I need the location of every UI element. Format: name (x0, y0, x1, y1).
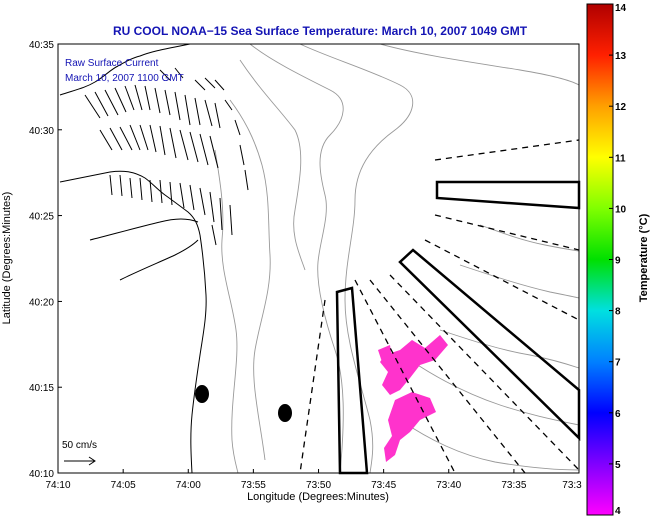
colorbar (586, 3, 614, 516)
y-tick-label: 40:30 (29, 126, 54, 137)
colorbar-label: Temperature (°C) (638, 213, 650, 302)
x-tick-label: 74:10 (45, 480, 70, 491)
marker-oval-1 (195, 385, 209, 403)
x-tick-label: 73:35 (501, 480, 526, 491)
y-tick-label: 40:35 (29, 40, 54, 51)
colorbar-tick-label: 9 (615, 256, 621, 267)
colorbar-tick-label: 13 (615, 51, 627, 62)
sst-patch (378, 335, 448, 462)
annotation-timestamp: March 10, 2007 1100 GMT (65, 73, 184, 84)
scale-arrow (64, 456, 96, 466)
x-tick-label: 73:50 (306, 480, 331, 491)
y-tick-label: 40:10 (29, 469, 54, 480)
x-axis-ticks: 74:10 74:05 74:00 73:55 73:50 73:45 73:40 73:35… (45, 469, 582, 491)
colorbar-tick-label: 5 (615, 460, 621, 471)
colorbar-ticks: 4 5 6 7 8 9 10 11 12 13 14 (609, 3, 627, 517)
annotation-raw-current: Raw Surface Current (65, 58, 159, 69)
x-tick-label: 73:40 (436, 480, 461, 491)
y-tick-label: 40:25 (29, 212, 54, 223)
plot-area: Raw Surface Current March 10, 2007 1100 … (57, 43, 581, 475)
y-axis-ticks: 40:10 40:15 40:20 40:25 40:30 40:35 (29, 40, 62, 480)
y-axis-label: Latitude (Degrees:Minutes) (1, 192, 13, 325)
colorbar-tick-label: 6 (615, 409, 621, 420)
colorbar-tick-label: 8 (615, 307, 621, 318)
bathymetry-contours (214, 43, 580, 474)
colorbar-tick-label: 14 (615, 3, 627, 14)
x-tick-label: 73:3 (562, 480, 582, 491)
current-vectors (84, 67, 249, 246)
marker-oval-2 (278, 404, 292, 422)
y-tick-label: 40:15 (29, 383, 54, 394)
colorbar-tick-label: 7 (615, 358, 621, 369)
colorbar-tick-label: 10 (615, 204, 627, 215)
y-tick-label: 40:20 (29, 297, 54, 308)
colorbar-tick-label: 4 (615, 506, 621, 517)
scale-label: 50 cm/s (62, 440, 97, 451)
x-axis-label: Longitude (Degrees:Minutes) (247, 491, 389, 503)
x-tick-label: 73:55 (241, 480, 266, 491)
coastline (59, 43, 207, 474)
chart-title: RU COOL NOAA−15 Sea Surface Temperature:… (113, 24, 528, 38)
colorbar-tick-label: 12 (615, 102, 627, 113)
colorbar-tick-label: 11 (615, 153, 626, 164)
x-tick-label: 73:45 (371, 480, 396, 491)
x-tick-label: 74:05 (111, 480, 136, 491)
x-tick-label: 74:00 (176, 480, 201, 491)
sampling-sectors (299, 139, 580, 474)
